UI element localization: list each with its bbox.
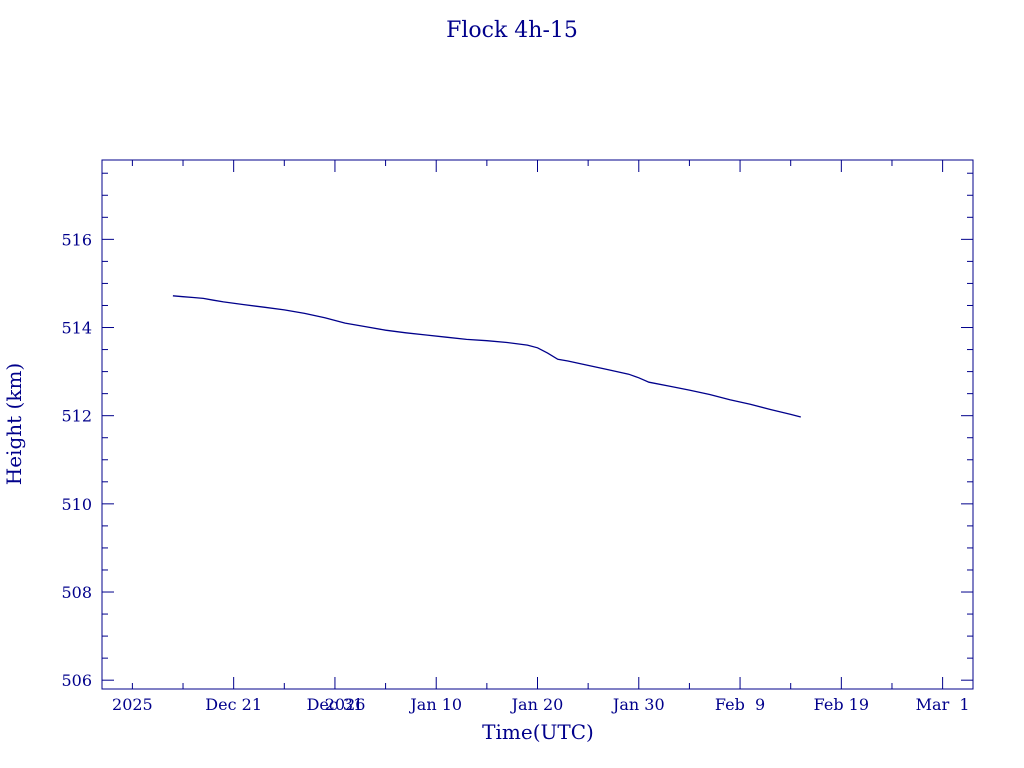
x-tick-label: Mar 1 bbox=[916, 695, 970, 714]
x-axis-title: Time(UTC) bbox=[482, 720, 594, 744]
x-tick-label: Jan 10 bbox=[408, 695, 462, 714]
x-tick-label: 2025 bbox=[112, 695, 153, 714]
plot-frame bbox=[101, 159, 974, 690]
x-tick-label: 2026 bbox=[325, 695, 366, 714]
y-tick-label: 506 bbox=[61, 671, 92, 690]
y-axis-title: Height (km) bbox=[2, 363, 26, 485]
x-tick-label: Dec 21 bbox=[205, 695, 262, 714]
chart-title: Flock 4h-15 bbox=[446, 18, 578, 43]
y-tick-label: 512 bbox=[61, 407, 92, 426]
y-tick-label: 514 bbox=[61, 319, 92, 338]
height-series-line bbox=[172, 295, 801, 418]
y-axis-ticks bbox=[102, 172, 973, 681]
x-axis-ticks bbox=[131, 160, 944, 689]
x-tick-label: Feb 19 bbox=[814, 695, 869, 714]
y-axis-tick-labels: 506 508 510 512 514 516 bbox=[61, 230, 92, 690]
y-tick-label: 510 bbox=[61, 495, 92, 514]
x-tick-label: Jan 20 bbox=[510, 695, 564, 714]
y-tick-label: 508 bbox=[61, 583, 92, 602]
x-tick-label: Feb 9 bbox=[715, 695, 765, 714]
x-tick-label: Dec 31 bbox=[307, 695, 364, 714]
x-tick-label: Jan 30 bbox=[611, 695, 665, 714]
y-tick-label: 516 bbox=[61, 230, 92, 249]
